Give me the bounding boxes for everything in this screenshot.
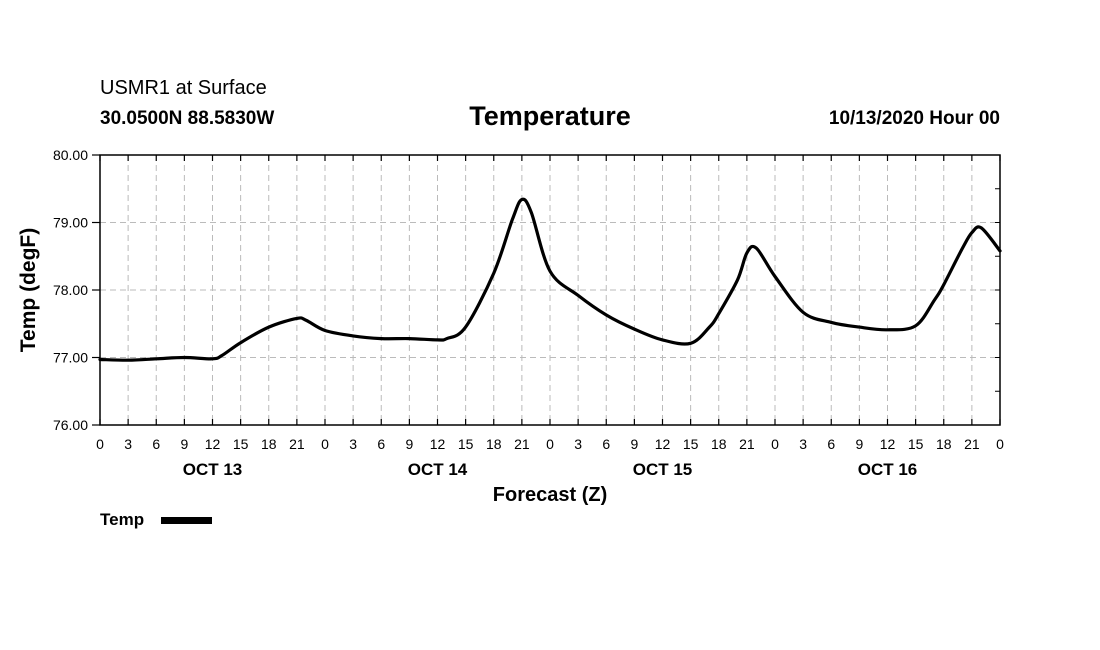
x-tick-label: 18 xyxy=(486,436,502,452)
y-tick-label: 78.00 xyxy=(53,282,88,298)
x-tick-label: 0 xyxy=(771,436,779,452)
x-tick-label: 3 xyxy=(349,436,357,452)
station-label: USMR1 at Surface xyxy=(100,77,267,99)
chart-title: Temperature xyxy=(469,101,631,131)
x-tick-label: 6 xyxy=(152,436,160,452)
x-tick-label: 15 xyxy=(908,436,924,452)
y-axis: 76.00 77.00 78.00 79.00 80.00 xyxy=(53,147,1000,433)
x-tick-label: 6 xyxy=(827,436,835,452)
x-tick-label: 0 xyxy=(96,436,104,452)
legend: Temp xyxy=(100,510,212,529)
x-tick-label: 0 xyxy=(996,436,1004,452)
x-tick-label: 15 xyxy=(683,436,699,452)
day-label: OCT 14 xyxy=(408,460,468,479)
y-tick-label: 77.00 xyxy=(53,350,88,366)
x-tick-label: 9 xyxy=(855,436,863,452)
x-tick-label: 18 xyxy=(936,436,952,452)
legend-swatch xyxy=(161,517,212,524)
day-label: OCT 16 xyxy=(858,460,918,479)
x-tick-label: 0 xyxy=(321,436,329,452)
plot-frame xyxy=(99,154,1001,426)
x-tick-label: 6 xyxy=(602,436,610,452)
x-tick-label: 12 xyxy=(655,436,671,452)
x-tick-label: 12 xyxy=(880,436,896,452)
x-tick-label: 9 xyxy=(405,436,413,452)
y-tick-label: 80.00 xyxy=(53,147,88,163)
x-tick-label: 12 xyxy=(205,436,221,452)
day-label: OCT 15 xyxy=(633,460,693,479)
grid xyxy=(100,155,1000,425)
x-tick-label: 12 xyxy=(430,436,446,452)
x-tick-label: 9 xyxy=(180,436,188,452)
x-tick-label: 21 xyxy=(514,436,530,452)
y-tick-label: 79.00 xyxy=(53,215,88,231)
x-axis: 0 3 6 9 12 15 18 21 0 3 6 9 12 15 18 21 0 3 6 9 12 15 18 21 0 3 6 9… xyxy=(96,155,1004,479)
x-tick-label: 15 xyxy=(233,436,249,452)
location-label: 30.0500N 88.5830W xyxy=(100,108,274,129)
x-tick-label: 21 xyxy=(289,436,305,452)
x-tick-label: 0 xyxy=(546,436,554,452)
legend-label: Temp xyxy=(100,510,144,529)
temp-series-line xyxy=(98,197,1002,362)
y-tick-label: 76.00 xyxy=(53,417,88,433)
x-tick-label: 18 xyxy=(711,436,727,452)
x-tick-label: 15 xyxy=(458,436,474,452)
y-axis-label: Temp (degF) xyxy=(17,228,40,352)
x-axis-label: Forecast (Z) xyxy=(493,484,607,506)
x-tick-label: 21 xyxy=(964,436,980,452)
x-tick-label: 3 xyxy=(574,436,582,452)
x-tick-label: 6 xyxy=(377,436,385,452)
x-tick-label: 18 xyxy=(261,436,277,452)
x-tick-label: 21 xyxy=(739,436,755,452)
x-tick-label: 9 xyxy=(630,436,638,452)
datetime-label: 10/13/2020 Hour 00 xyxy=(829,108,1000,129)
x-tick-label: 3 xyxy=(799,436,807,452)
day-label: OCT 13 xyxy=(183,460,243,479)
x-tick-label: 3 xyxy=(124,436,132,452)
